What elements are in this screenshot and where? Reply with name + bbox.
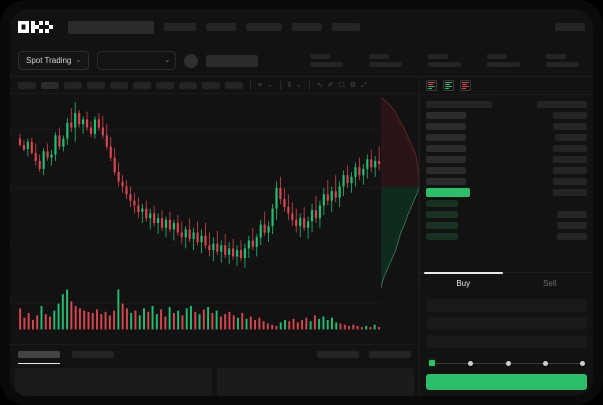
trading-mode-dropdown[interactable]: Spot Trading ⌄ — [18, 51, 90, 70]
orderbook-ask-row[interactable] — [426, 143, 587, 154]
pair-name[interactable] — [206, 54, 259, 67]
tf-custom[interactable] — [225, 81, 243, 89]
nav-item-3[interactable] — [246, 23, 282, 31]
orderbook-bid-row[interactable] — [426, 209, 587, 220]
tab-sell[interactable]: Sell — [543, 279, 557, 288]
camera-snapshot-icon[interactable]: ☐ — [338, 81, 345, 89]
nav-item-account[interactable] — [555, 23, 585, 31]
slider-stop-50[interactable] — [505, 360, 511, 366]
slider-stop-75[interactable] — [542, 360, 548, 366]
slider-handle[interactable] — [428, 359, 436, 367]
orderbook-view-bids-icon[interactable] — [443, 80, 454, 91]
tf-1w[interactable] — [156, 81, 174, 89]
chart-action-1[interactable] — [317, 351, 359, 359]
stat-24h-volume — [546, 54, 579, 67]
app-screen: Spot Trading ⌄ ⌄ — [10, 9, 593, 396]
nav-item-2[interactable] — [206, 23, 236, 31]
bottom-panel-right[interactable] — [217, 368, 414, 396]
search-input[interactable] — [68, 20, 154, 34]
interval-icon[interactable]: ≡ — [258, 81, 263, 89]
orderbook-bid-row[interactable] — [426, 231, 587, 242]
tf-4h[interactable] — [110, 81, 128, 89]
orderbook-column: Buy Sell — [420, 77, 593, 396]
orderbook-bid-row[interactable] — [426, 220, 587, 231]
slider-stop-25[interactable] — [468, 360, 474, 366]
place-order-button[interactable] — [426, 374, 587, 390]
trading-mode-label: Spot Trading — [26, 56, 72, 65]
orderbook-bid-row[interactable] — [426, 198, 587, 209]
chevron-down-icon-pair: ⌄ — [164, 57, 171, 64]
candlestick-chart-canvas — [10, 94, 419, 330]
indicator-wave-icon[interactable]: ∿ — [316, 81, 323, 89]
fullscreen-icon[interactable]: ⤢ — [361, 81, 367, 89]
chart-type-icon[interactable]: ‖ — [287, 81, 291, 89]
orderbook-ask-row[interactable] — [426, 176, 587, 187]
total-field[interactable] — [426, 335, 587, 348]
nav-item-4[interactable] — [292, 23, 322, 31]
orderbook-list[interactable] — [420, 95, 593, 272]
price-chart[interactable] — [10, 94, 419, 344]
orderbook-view-asks-icon[interactable] — [460, 80, 471, 91]
nav-item-1[interactable] — [164, 23, 196, 31]
tf-1d[interactable] — [133, 81, 151, 89]
main-body: ≡ ⌄ ‖ ⌄ ∿ ✐ ☐ ⚙ ⤢ — [10, 77, 593, 396]
orderbook-ask-row[interactable] — [426, 132, 587, 143]
tab-buy[interactable]: Buy — [420, 272, 507, 294]
chart-tab-orders[interactable] — [72, 351, 114, 359]
tf-1h[interactable] — [87, 81, 105, 89]
orderbook-ask-row[interactable] — [426, 110, 587, 121]
toolbar-divider-2 — [279, 80, 281, 90]
chevron-down-icon: ⌄ — [75, 57, 82, 64]
stat-24h-change — [369, 54, 402, 67]
market-stats — [310, 54, 585, 67]
market-subheader: Spot Trading ⌄ ⌄ — [10, 45, 593, 77]
order-form — [420, 294, 593, 353]
top-navigation-bar — [10, 9, 593, 45]
pair-select[interactable]: ⌄ — [97, 51, 177, 70]
chart-toolbar: ≡ ⌄ ‖ ⌄ ∿ ✐ ☐ ⚙ ⤢ — [10, 77, 419, 95]
price-field[interactable] — [426, 299, 587, 312]
orderbook-ask-row[interactable] — [426, 121, 587, 132]
tf-1m[interactable] — [18, 81, 36, 89]
stat-last-price — [310, 54, 343, 67]
tf-1mo[interactable] — [179, 81, 197, 89]
orderbook-ask-row[interactable] — [426, 165, 587, 176]
chart-column: ≡ ⌄ ‖ ⌄ ∿ ✐ ☐ ⚙ ⤢ — [10, 77, 420, 396]
trade-side-tabs: Buy Sell — [420, 272, 593, 294]
orderbook-header — [420, 77, 593, 95]
stat-24h-low — [487, 54, 520, 67]
toolbar-divider-1 — [250, 80, 251, 90]
bottom-panel-left[interactable] — [15, 368, 212, 396]
drawing-pencil-icon[interactable]: ✐ — [327, 81, 334, 89]
chevron-down-icon-charttype[interactable]: ⌄ — [295, 81, 302, 89]
orderbook-view-both-icon[interactable] — [426, 80, 437, 91]
nav-item-5[interactable] — [332, 23, 360, 31]
orderbook-ask-row[interactable] — [426, 154, 587, 165]
toolbar-divider-3 — [308, 80, 310, 90]
slider-stop-100[interactable] — [580, 360, 585, 366]
orderbook-column-headers — [426, 99, 587, 110]
settings-gear-icon[interactable]: ⚙ — [349, 81, 357, 89]
chart-action-2[interactable] — [369, 351, 411, 359]
pair-avatar — [184, 53, 199, 68]
chevron-down-icon-interval[interactable]: ⌄ — [267, 81, 273, 89]
bottom-panels — [10, 365, 419, 396]
chart-lower-tabs — [10, 343, 419, 365]
okx-logo-glyph — [18, 21, 53, 33]
amount-field[interactable] — [426, 317, 587, 330]
tf-more[interactable] — [202, 81, 220, 89]
tf-5m[interactable] — [41, 81, 59, 89]
tf-15m[interactable] — [64, 81, 82, 89]
stat-24h-high — [428, 54, 461, 67]
okx-logo[interactable] — [18, 21, 54, 33]
orderbook-last-price — [426, 187, 587, 198]
amount-slider[interactable] — [428, 355, 585, 371]
chart-tab-trades[interactable] — [18, 351, 60, 365]
